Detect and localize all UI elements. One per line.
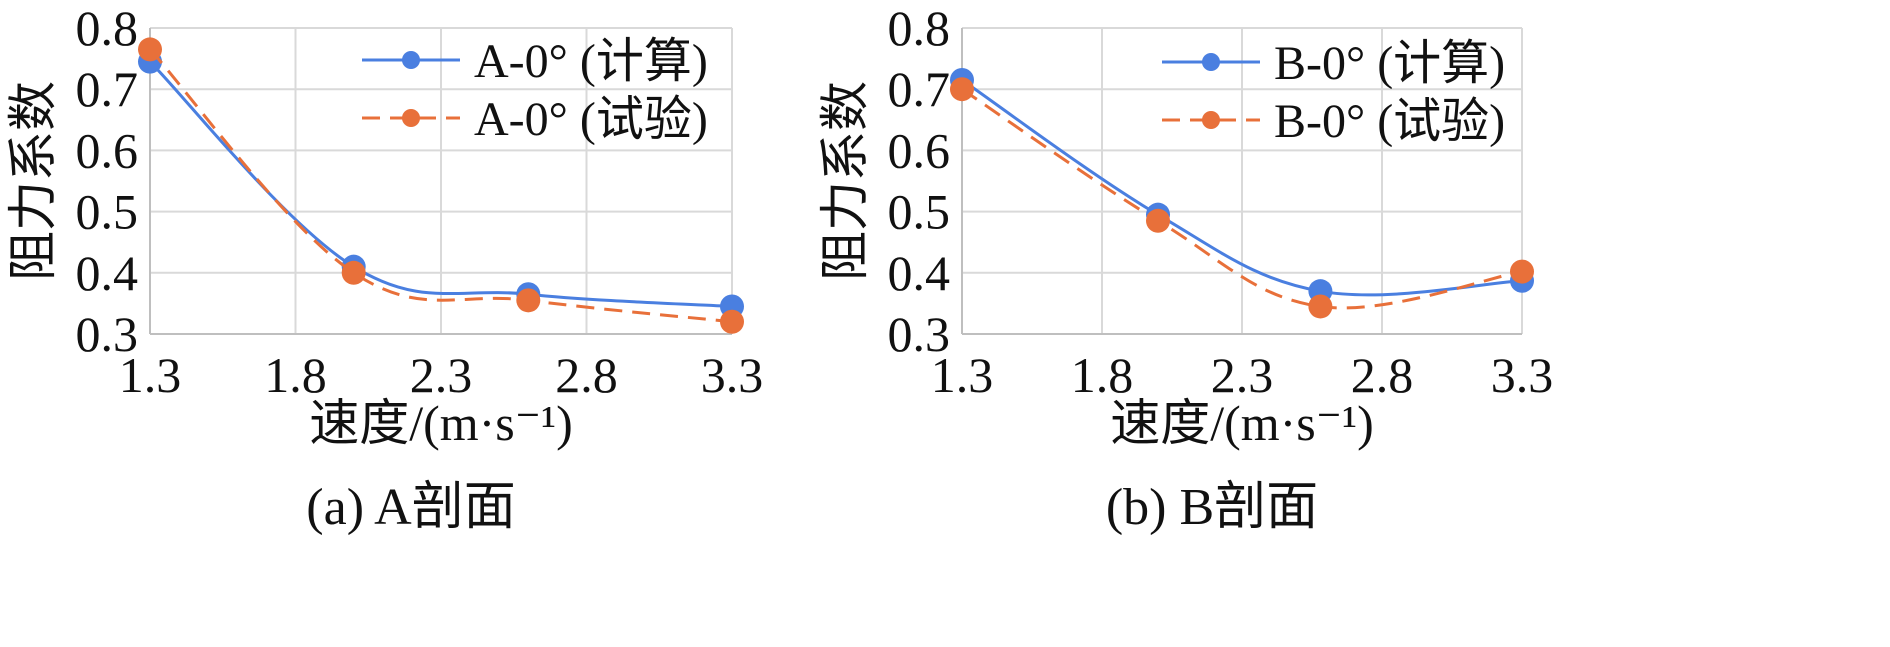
y-tick-label: 0.6 xyxy=(76,122,139,178)
y-axis-title: 阻力系数 xyxy=(5,81,61,281)
y-tick-label: 0.8 xyxy=(76,0,139,56)
data-point-b-test-1 xyxy=(1146,208,1170,233)
series-line-a-calc xyxy=(148,60,733,308)
subplot-caption: (b) B剖面 xyxy=(1106,479,1318,536)
x-tick-label: 1.8 xyxy=(264,347,327,403)
x-tick-label: 1.8 xyxy=(1071,347,1134,403)
data-point-a-test-0 xyxy=(138,37,162,62)
y-tick-label: 0.4 xyxy=(888,245,951,301)
y-tick-label: 0.7 xyxy=(888,61,951,117)
data-point-b-test-2 xyxy=(1308,294,1333,319)
y-tick-label: 0.8 xyxy=(888,0,951,56)
x-tick-label: 2.8 xyxy=(1351,347,1414,403)
legend-label: B-0° (试验) xyxy=(1274,95,1505,148)
legend-label: B-0° (计算) xyxy=(1274,37,1505,90)
legend-marker-a-1 xyxy=(402,109,420,127)
y-tick-label: 0.5 xyxy=(888,184,951,240)
y-tick-label: 0.5 xyxy=(76,184,139,240)
x-axis-title: 速度/(m·s⁻¹) xyxy=(309,395,573,451)
legend-marker-b-0 xyxy=(1202,53,1220,71)
x-axis-title: 速度/(m·s⁻¹) xyxy=(1110,395,1374,451)
legend-marker-b-1 xyxy=(1202,111,1220,129)
legend-marker-a-0 xyxy=(402,51,420,69)
data-point-b-test-0 xyxy=(950,77,974,102)
series-line-a-test xyxy=(148,48,733,324)
x-tick-label: 2.3 xyxy=(410,347,473,403)
data-point-a-test-3 xyxy=(720,309,744,334)
y-tick-label: 0.7 xyxy=(76,61,139,117)
data-point-b-test-3 xyxy=(1510,259,1534,284)
series-line-b-calc xyxy=(961,78,1523,297)
data-point-a-test-1 xyxy=(341,260,366,285)
y-tick-label: 0.4 xyxy=(76,245,139,301)
y-axis-title: 阻力系数 xyxy=(817,81,873,281)
x-tick-label: 3.3 xyxy=(701,347,764,403)
legend-label: A-0° (试验) xyxy=(474,93,708,146)
series-line-b-test xyxy=(961,87,1523,310)
x-tick-label: 2.3 xyxy=(1211,347,1274,403)
x-tick-label: 1.3 xyxy=(119,347,182,403)
subplot-caption: (a) A剖面 xyxy=(306,479,515,536)
x-tick-label: 2.8 xyxy=(555,347,618,403)
data-point-a-test-2 xyxy=(516,288,541,313)
y-tick-label: 0.3 xyxy=(888,306,951,362)
legend-label: A-0° (计算) xyxy=(474,35,708,88)
y-tick-label: 0.3 xyxy=(76,306,139,362)
y-tick-label: 0.6 xyxy=(888,122,951,178)
x-tick-label: 1.3 xyxy=(931,347,994,403)
x-tick-label: 3.3 xyxy=(1491,347,1554,403)
